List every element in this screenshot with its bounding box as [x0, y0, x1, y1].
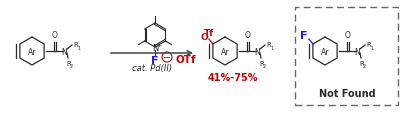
Text: Not Found: Not Found: [319, 88, 375, 98]
Text: 41%-75%: 41%-75%: [208, 72, 258, 82]
Text: R: R: [366, 42, 371, 48]
Text: O: O: [245, 31, 251, 40]
Text: cat. Pd(II): cat. Pd(II): [132, 63, 172, 72]
Text: N: N: [254, 47, 260, 56]
Text: R: R: [266, 42, 271, 48]
Text: F: F: [300, 31, 308, 41]
Text: Ar: Ar: [28, 47, 36, 56]
Text: 1: 1: [370, 45, 373, 50]
Text: 1: 1: [77, 45, 80, 50]
Text: 2: 2: [363, 64, 366, 69]
Text: 2: 2: [70, 64, 73, 69]
Text: R: R: [73, 42, 78, 48]
Text: 2: 2: [263, 64, 266, 69]
Text: Ar: Ar: [321, 47, 329, 56]
Text: R: R: [66, 60, 71, 66]
Text: Ar: Ar: [221, 47, 229, 56]
Text: R: R: [359, 60, 364, 66]
Text: O: O: [200, 32, 208, 41]
Text: N: N: [61, 47, 67, 56]
Text: F: F: [151, 55, 159, 65]
FancyBboxPatch shape: [295, 8, 398, 105]
Text: OTf: OTf: [175, 54, 196, 64]
Text: 1: 1: [270, 45, 273, 50]
Text: O: O: [52, 31, 58, 40]
Text: R: R: [259, 60, 264, 66]
Text: N: N: [354, 47, 360, 56]
Text: O: O: [345, 31, 351, 40]
Text: Tf: Tf: [204, 28, 214, 37]
Text: −: −: [163, 53, 171, 62]
Text: N: N: [152, 43, 158, 52]
Text: +: +: [156, 42, 162, 47]
